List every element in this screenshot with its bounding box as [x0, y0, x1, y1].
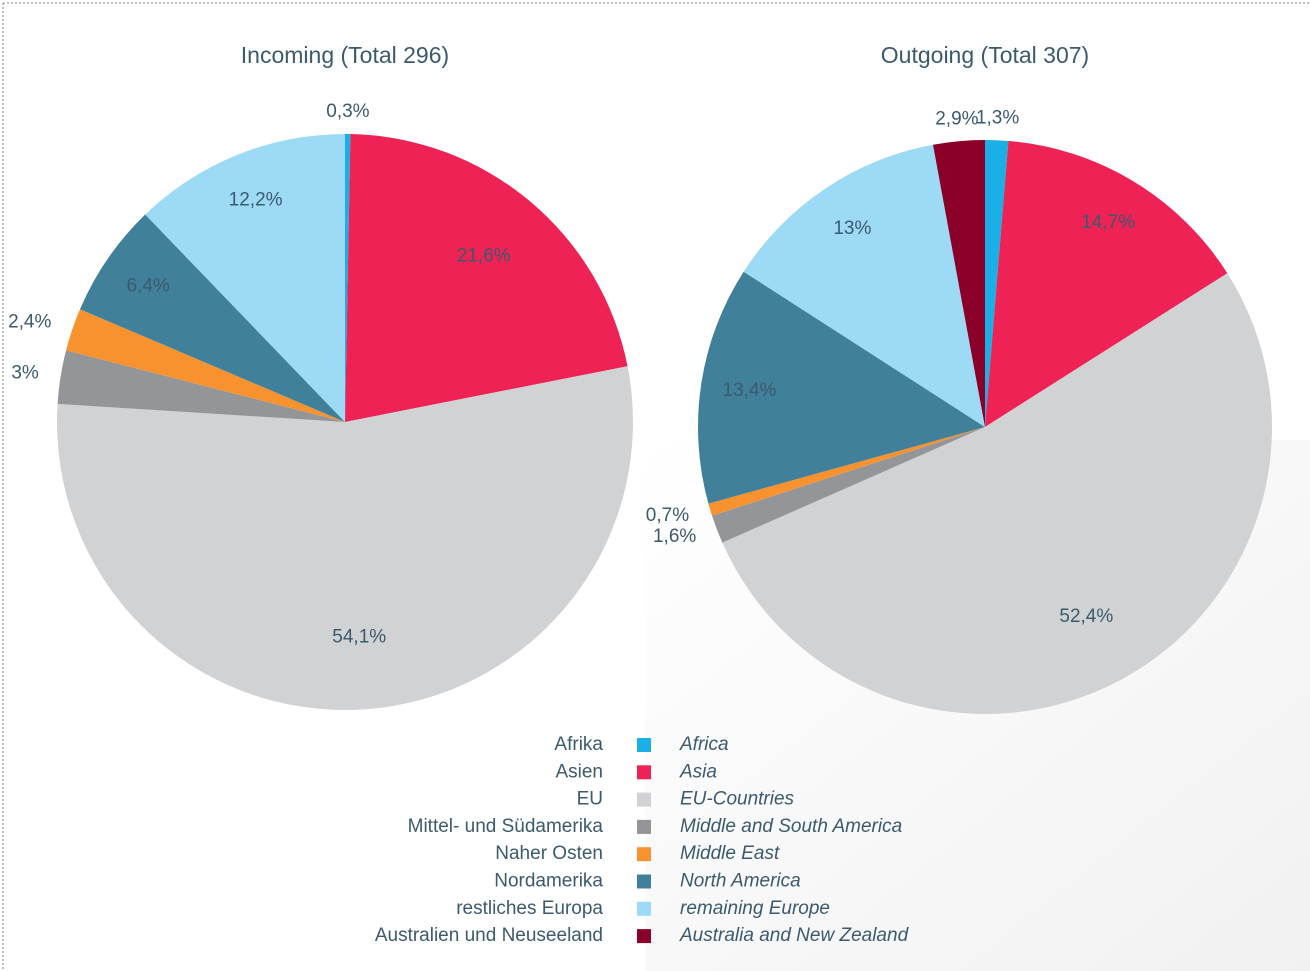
legend-label-en: Australia and New Zealand	[679, 925, 910, 946]
pie-slice	[56, 366, 633, 710]
legend-label-en: EU-Countries	[680, 789, 795, 810]
pie-slice	[985, 140, 1228, 427]
legend-label: EU	[577, 789, 603, 810]
value-label: 14,7%	[1081, 212, 1135, 233]
value-label: 1,6%	[653, 526, 696, 547]
legend-label: Asien	[555, 761, 603, 782]
legend-label-en: remaining Europe	[680, 898, 830, 919]
legend-swatch	[637, 765, 651, 780]
value-label: 54,1%	[332, 627, 386, 648]
value-label: 1,3%	[976, 107, 1019, 128]
value-label: 2,4%	[8, 312, 51, 333]
pie-slice	[932, 140, 985, 427]
value-label: 12,2%	[229, 189, 283, 210]
pie-slice	[345, 134, 628, 423]
legend-label: Afrika	[554, 734, 603, 755]
value-label: 21,6%	[457, 245, 511, 266]
legend-swatch	[637, 738, 651, 752]
legend-label-en: North America	[680, 871, 801, 892]
value-label: 0,7%	[646, 505, 689, 526]
legend-swatch	[637, 792, 651, 807]
value-label: 13,4%	[723, 380, 777, 401]
pie-slice	[743, 144, 985, 427]
legend-label-en: Middle and South America	[680, 816, 902, 837]
chart-title: Outgoing (Total 307)	[881, 42, 1089, 68]
legend-label: Australien und Neuseeland	[375, 925, 603, 946]
legend-swatch	[637, 819, 651, 834]
pie-slice	[79, 214, 345, 422]
chart-title: Incoming (Total 296)	[241, 42, 449, 68]
value-label: 3%	[11, 363, 39, 384]
legend-swatch	[637, 874, 651, 889]
legend-label-en: Asia	[679, 761, 717, 782]
pie-slice	[345, 134, 351, 422]
pie-slice	[57, 350, 346, 422]
pie-slice	[708, 427, 985, 516]
legend-label: Naher Osten	[495, 843, 603, 864]
legend-label: Mittel- und Südamerika	[408, 816, 604, 837]
legend-label: Nordamerika	[494, 871, 603, 892]
pie-slice	[145, 134, 345, 422]
value-label: 6,4%	[126, 275, 169, 296]
pie-slice	[985, 140, 1009, 427]
legend-swatch	[637, 901, 651, 916]
pie-slice	[66, 309, 346, 422]
value-label: 0,3%	[326, 101, 369, 122]
pie-slice	[722, 273, 1272, 714]
legend-label: restliches Europa	[456, 898, 603, 919]
legend-label-en: Africa	[679, 734, 729, 755]
value-label: 52,4%	[1059, 606, 1113, 627]
pie-slice	[712, 427, 985, 543]
pie-slice	[698, 271, 985, 504]
value-label: 2,9%	[935, 108, 978, 129]
legend-swatch	[637, 847, 651, 862]
legend-label-en: Middle East	[680, 843, 780, 864]
legend-swatch	[637, 929, 651, 944]
value-label: 13%	[833, 218, 871, 239]
